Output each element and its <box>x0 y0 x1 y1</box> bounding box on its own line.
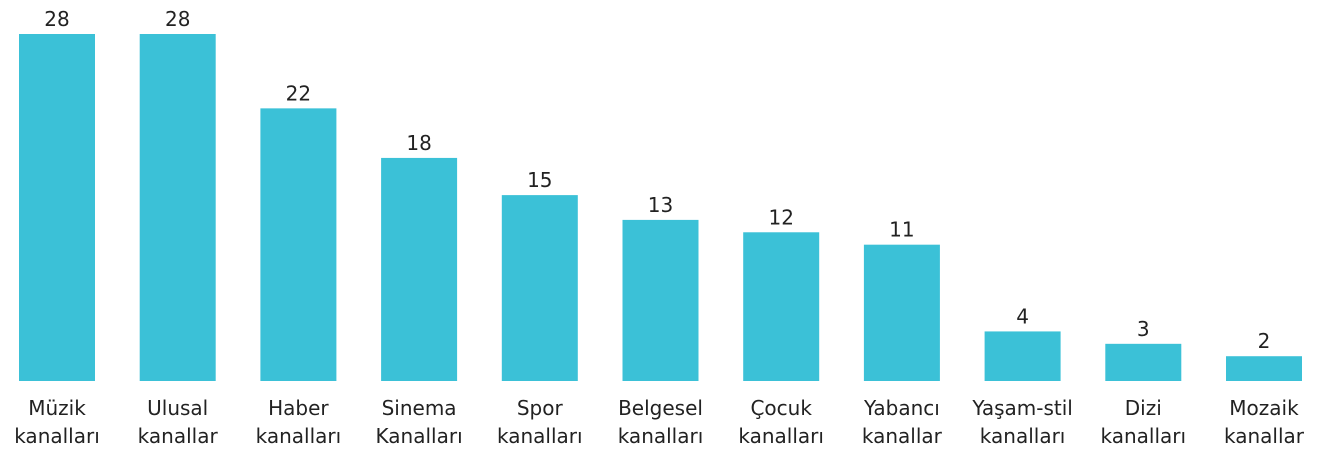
x-tick-label: Dizi kanalları <box>1100 396 1187 448</box>
value-label: 3 <box>1137 317 1150 341</box>
value-label: 11 <box>889 218 914 242</box>
value-label: 18 <box>406 131 431 155</box>
x-tick-label: Müzik kanalları <box>14 396 100 448</box>
x-tick-label: Yabancı kanallar <box>861 396 942 448</box>
bar <box>984 331 1061 381</box>
x-tick-label: Haber kanalları <box>255 396 342 448</box>
x-tick-label: Ulusal kanallar <box>137 396 218 448</box>
bar <box>501 195 578 381</box>
bar <box>139 34 216 381</box>
bar <box>381 157 458 381</box>
x-tick-label: Çocuk kanalları <box>738 396 824 448</box>
value-label: 2 <box>1258 329 1271 353</box>
x-tick-label: Spor kanalları <box>497 396 583 448</box>
value-label: 28 <box>165 7 190 31</box>
x-tick-label: Sinema Kanalları <box>375 396 463 448</box>
bar <box>622 219 699 381</box>
x-tick-label: Yaşam-stil kanalları <box>972 396 1073 448</box>
bar <box>1105 343 1182 381</box>
value-label: 12 <box>768 205 793 229</box>
bar <box>19 34 95 381</box>
x-tick-label: Mozaik kanallar <box>1223 396 1304 448</box>
value-label: 4 <box>1016 304 1029 328</box>
bar <box>260 108 337 381</box>
value-label: 28 <box>44 7 69 31</box>
bar <box>1226 356 1302 381</box>
bar <box>863 244 940 381</box>
x-tick-label: Belgesel kanalları <box>617 396 704 448</box>
bar <box>743 232 820 381</box>
value-label: 22 <box>286 81 311 105</box>
value-label: 13 <box>648 193 673 217</box>
value-label: 15 <box>527 168 552 192</box>
